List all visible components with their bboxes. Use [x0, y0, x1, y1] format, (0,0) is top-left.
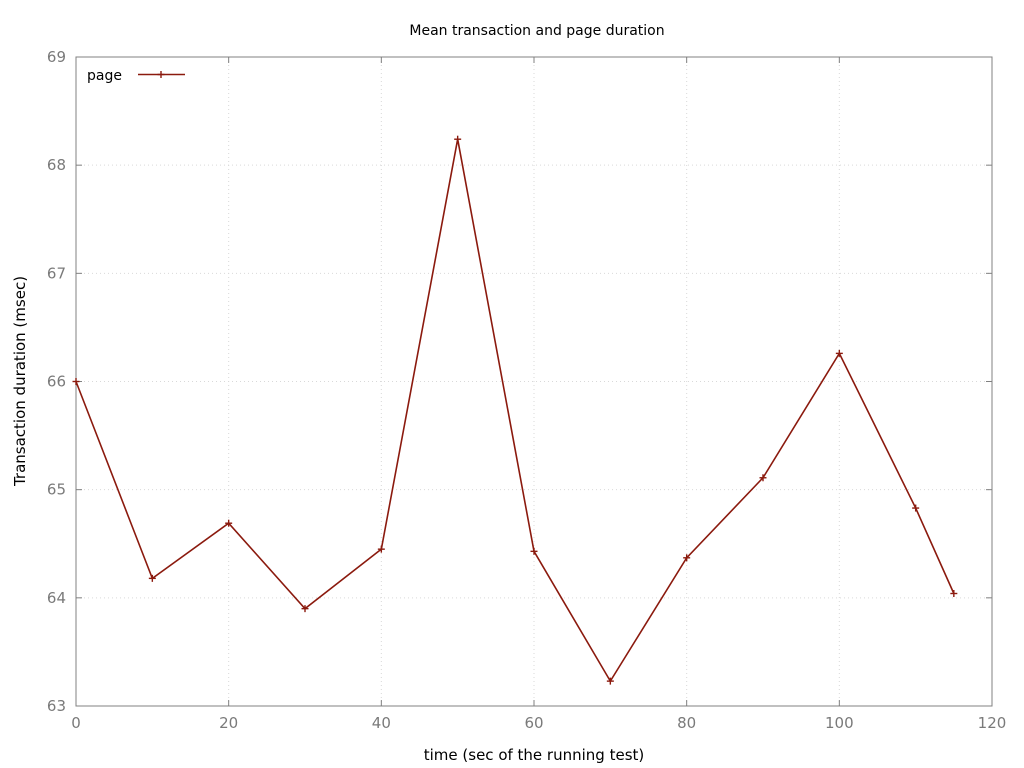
data-point-page — [530, 547, 538, 555]
series-line-page — [75, 139, 955, 683]
x-axis-ticks: 0 20 40 60 80 100 120 — [71, 57, 1006, 732]
chart-title: Mean transaction and page duration — [409, 23, 664, 39]
x-tick-label: 120 — [978, 714, 1007, 732]
y-tick-label: 69 — [47, 48, 66, 66]
data-point-page — [759, 474, 767, 482]
y-tick-label: 63 — [47, 697, 66, 715]
data-point-page — [377, 545, 385, 553]
data-point-page — [301, 605, 309, 613]
data-point-page — [148, 574, 156, 582]
data-point-page — [912, 504, 920, 512]
x-tick-label: 100 — [825, 714, 854, 732]
y-tick-label: 66 — [47, 373, 66, 391]
data-point-page — [950, 590, 958, 598]
y-axis-label: Transaction duration (msec) — [11, 276, 29, 487]
y-tick-label: 67 — [47, 264, 66, 282]
y-tick-label: 65 — [47, 481, 66, 499]
grid — [76, 57, 992, 706]
series-group — [72, 135, 958, 685]
data-point-page — [72, 378, 80, 385]
data-point-page — [454, 135, 462, 143]
y-tick-label: 64 — [47, 589, 66, 607]
legend-label-page: page — [87, 68, 122, 84]
data-point-page — [683, 554, 691, 562]
data-point-page — [835, 349, 843, 357]
x-axis-label: time (sec of the running test) — [424, 746, 645, 764]
x-tick-label: 0 — [71, 714, 81, 732]
data-point-page — [225, 519, 233, 527]
legend: page — [87, 68, 185, 84]
x-tick-label: 20 — [219, 714, 238, 732]
x-tick-label: 60 — [524, 714, 543, 732]
x-tick-label: 40 — [372, 714, 391, 732]
y-tick-label: 68 — [47, 156, 66, 174]
y-axis-ticks: 63 64 65 66 67 68 69 — [47, 48, 992, 715]
x-tick-label: 80 — [677, 714, 696, 732]
legend-marker-page — [157, 71, 165, 78]
data-point-page — [606, 677, 614, 685]
